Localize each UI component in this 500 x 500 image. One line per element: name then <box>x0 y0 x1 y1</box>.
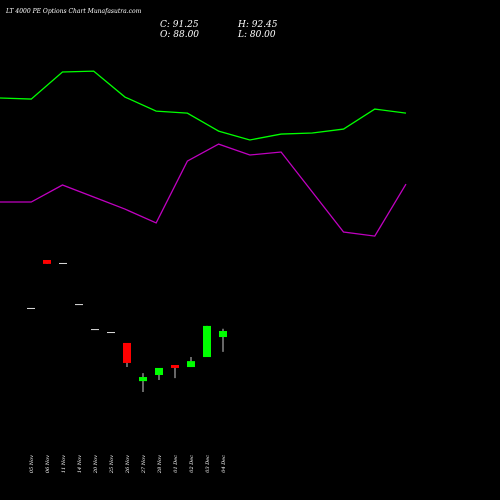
candle-body <box>203 325 211 358</box>
candle-body <box>91 329 99 331</box>
ohlc-open: O: 88.00 <box>160 30 199 40</box>
candle-body <box>155 367 163 375</box>
x-tick-label: 28 Nov <box>157 455 163 474</box>
candle-body <box>43 260 51 264</box>
x-tick-label: 01 Dec <box>173 455 179 473</box>
ohlc-close: C: 91.25 <box>160 20 199 30</box>
x-tick-label: 20 Nov <box>93 455 99 474</box>
candle-body <box>139 377 147 382</box>
candle-body <box>219 331 227 338</box>
ohlc-high: H: 92.45 <box>237 20 278 30</box>
indicator-line <box>0 70 407 141</box>
x-tick-label: 04 Dec <box>221 455 227 473</box>
x-tick-label: 06 Nov <box>45 455 51 473</box>
x-tick-label: 05 Nov <box>29 455 35 473</box>
x-tick-label: 02 Dec <box>189 455 195 473</box>
candle-body <box>27 307 35 309</box>
x-tick-label: 25 Nov <box>109 455 115 474</box>
candle-body <box>123 342 131 363</box>
x-tick-label: 11 Nov <box>61 455 67 473</box>
chart-title: LT 4000 PE Options Chart Munafasutra.com <box>5 8 142 15</box>
candle-body <box>59 262 67 264</box>
indicator-line <box>0 143 407 237</box>
candle-body <box>75 304 83 306</box>
x-tick-label: 14 Nov <box>77 455 83 473</box>
x-tick-label: 27 Nov <box>141 455 147 474</box>
candle-body <box>107 332 115 334</box>
x-tick-label: 03 Dec <box>205 455 211 473</box>
candle-body <box>187 361 195 368</box>
x-tick-label: 26 Nov <box>125 455 131 474</box>
candle-body <box>171 365 179 368</box>
ohlc-low: L: 80.00 <box>237 30 276 40</box>
